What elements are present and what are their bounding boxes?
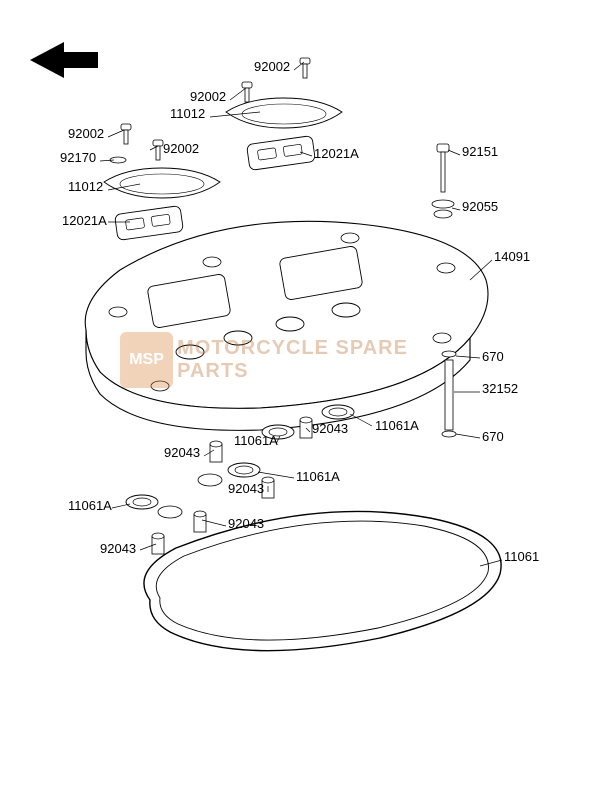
- part-label: 32152: [482, 382, 518, 395]
- part-label: 92043: [100, 542, 136, 555]
- part-label: 11061: [504, 550, 539, 563]
- part-label: 11061A: [234, 434, 278, 447]
- part-label: 92002: [68, 127, 104, 140]
- part-label: 92170: [60, 151, 96, 164]
- part-label: 92151: [462, 145, 498, 158]
- part-label: 14091: [494, 250, 530, 263]
- part-label: 92055: [462, 200, 498, 213]
- part-label: 92002: [254, 60, 290, 73]
- part-label: 11012: [170, 107, 205, 120]
- part-label: 92043: [228, 482, 264, 495]
- part-label: 670: [482, 430, 504, 443]
- part-label: 92043: [228, 517, 264, 530]
- part-label: 92043: [312, 422, 348, 435]
- part-label: 12021A: [62, 214, 107, 227]
- exploded-view: [0, 0, 589, 799]
- part-label: 92002: [163, 142, 199, 155]
- part-label: 92043: [164, 446, 200, 459]
- diagram-canvas: MSP MOTORCYCLE SPARE PARTS 92002 92002 1…: [0, 0, 589, 799]
- part-label: 670: [482, 350, 504, 363]
- part-label: 11061A: [375, 419, 419, 432]
- part-label: 11061A: [68, 499, 112, 512]
- part-label: 92002: [190, 90, 226, 103]
- part-label: 11012: [68, 180, 103, 193]
- part-label: 12021A: [314, 147, 359, 160]
- part-label: 11061A: [296, 470, 340, 483]
